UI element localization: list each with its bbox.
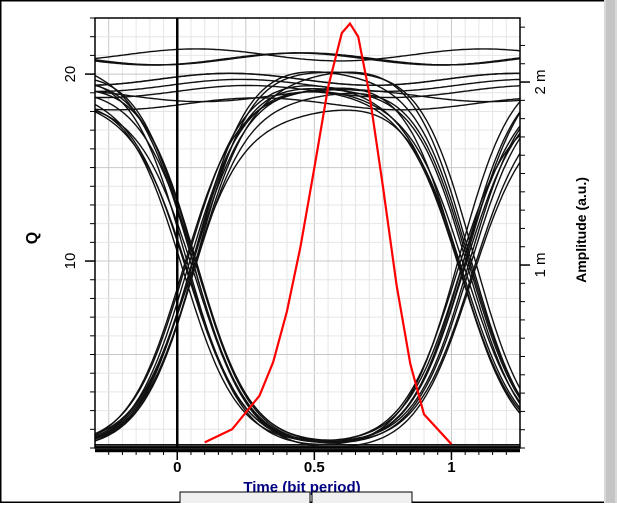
eye-trace — [94, 52, 521, 66]
plot-border — [94, 17, 521, 449]
y-right-tick-label: 2 m — [532, 70, 549, 95]
eye-trace — [94, 96, 521, 443]
y-left-tick-label: 10 — [62, 253, 79, 270]
x-tick-label: 1 — [447, 459, 455, 476]
scrollbar-track — [606, 0, 615, 503]
bottom-button-strip — [179, 491, 413, 507]
axes — [94, 17, 521, 452]
bottom-button-2[interactable] — [311, 491, 413, 507]
eye-trace — [94, 91, 521, 440]
y-right-tick-label: 1 m — [532, 253, 549, 278]
eye-trace — [94, 71, 521, 442]
eye-trace — [94, 90, 521, 441]
y-axis-left-label: Q — [24, 232, 41, 244]
eye-trace — [95, 84, 521, 99]
x-tick-label: 0 — [173, 459, 181, 476]
eye-trace — [94, 97, 521, 111]
eye-trace — [94, 72, 521, 86]
x-tick-label: 0.5 — [304, 459, 325, 476]
eye-trace — [95, 78, 520, 93]
q-curve-series — [204, 21, 453, 446]
q-curve-line — [204, 21, 453, 446]
bottom-button-1[interactable] — [179, 491, 311, 507]
eye-trace — [94, 48, 521, 62]
y-axis-right-label: Amplitude (a.u.) — [573, 177, 589, 283]
eye-trace — [94, 88, 521, 442]
ticks: 0 0.5 1 10 20 1 m 2 m — [62, 17, 549, 476]
y-left-tick-label: 20 — [62, 66, 79, 83]
eye-trace — [94, 92, 521, 439]
eye-trace — [94, 84, 521, 445]
eye-trace — [94, 109, 521, 442]
